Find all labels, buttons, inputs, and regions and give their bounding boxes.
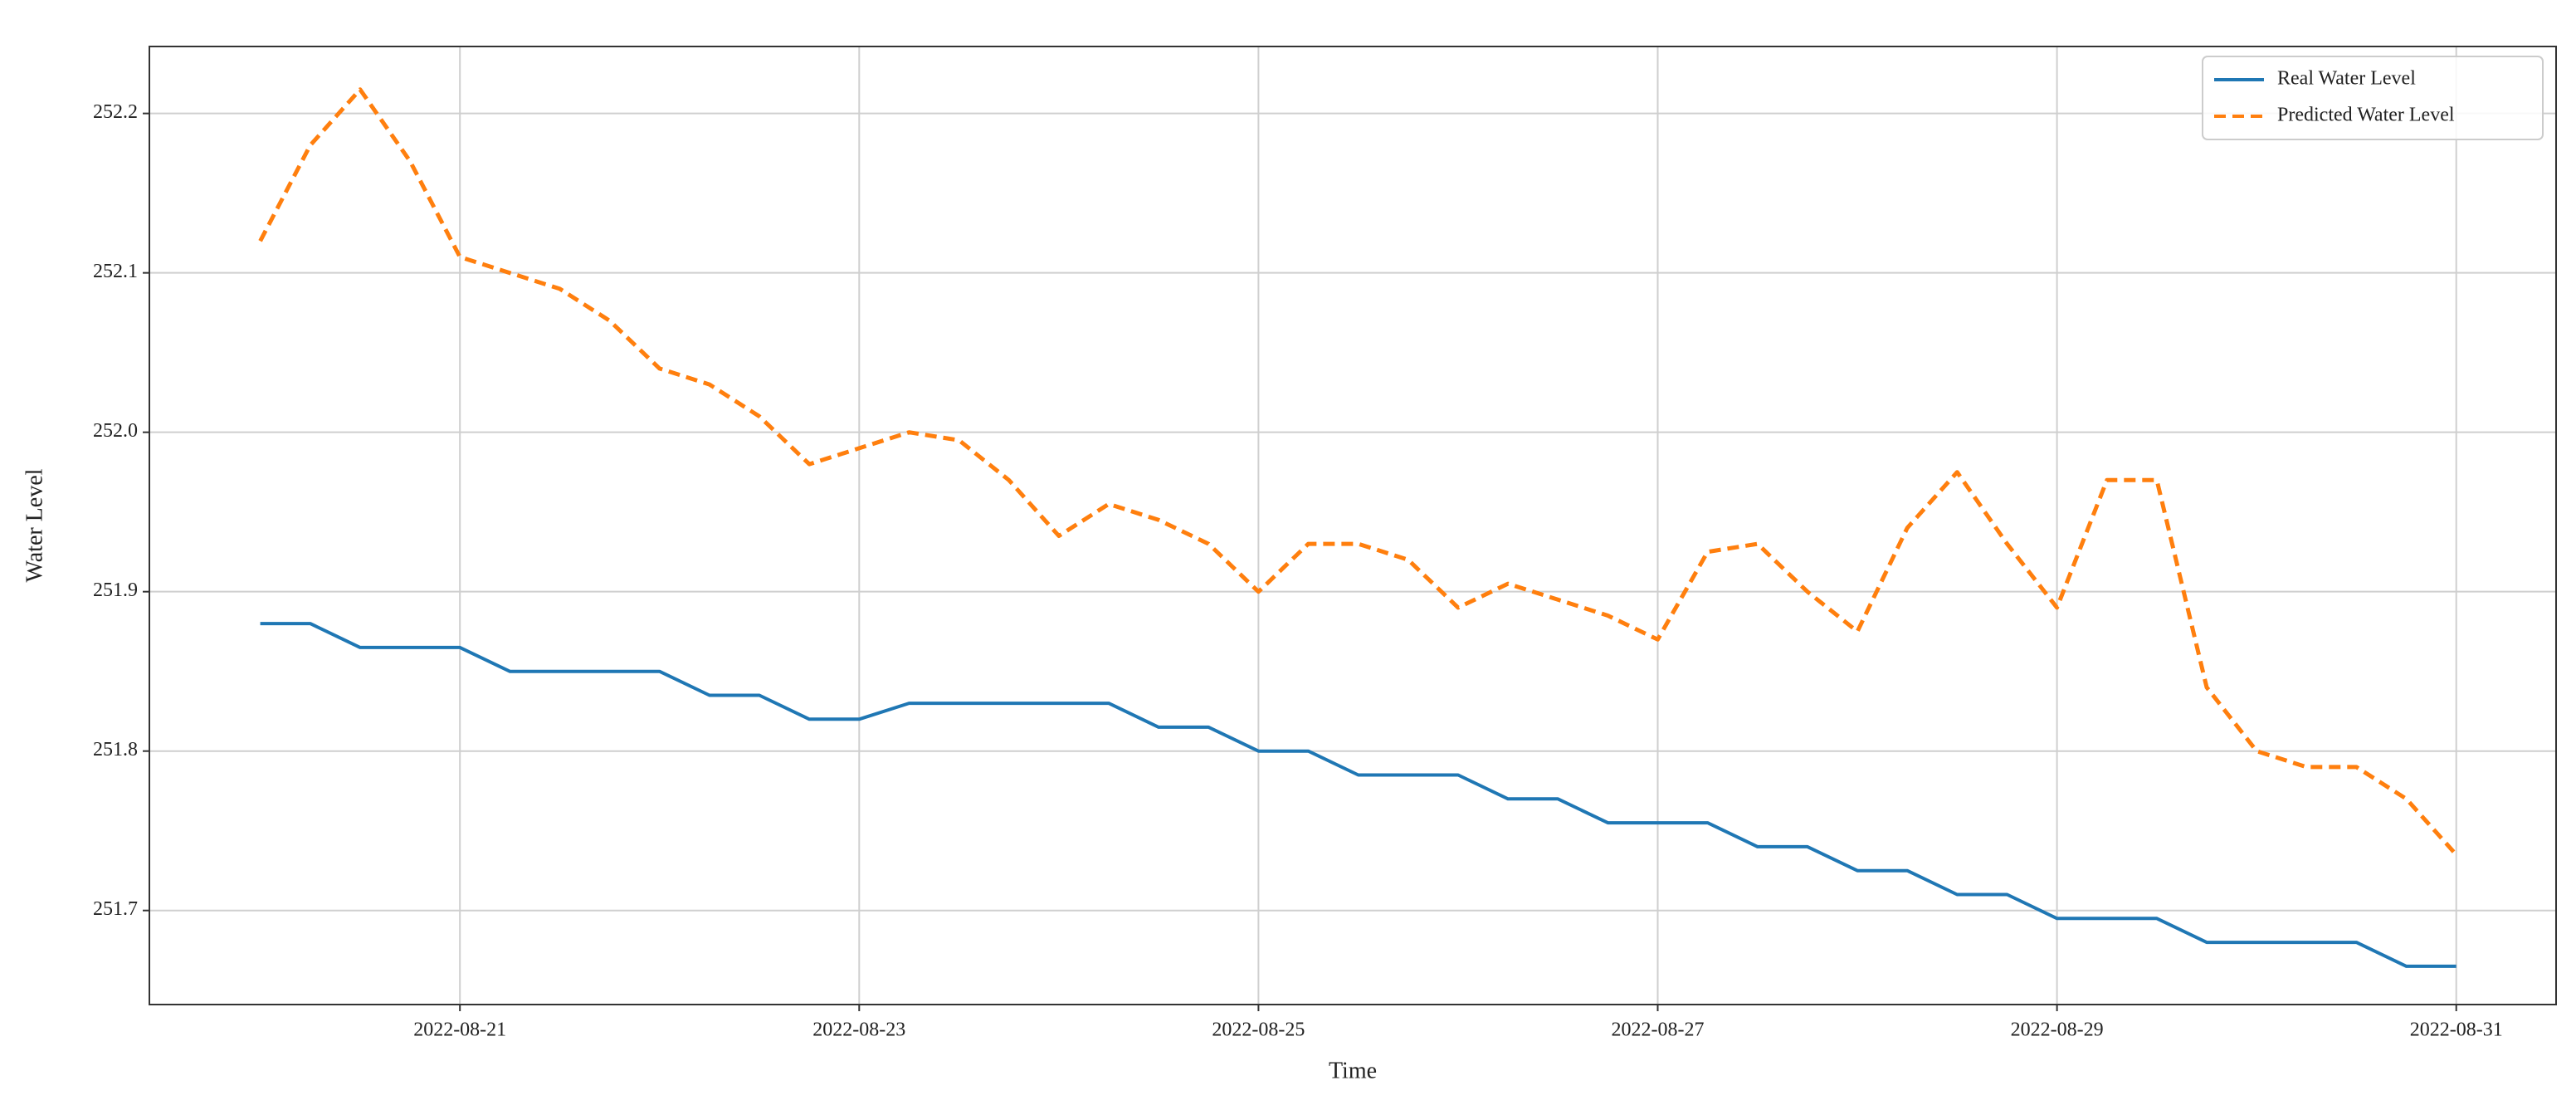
x-tick-label: 2022-08-31	[2410, 1019, 2503, 1041]
legend-box	[2202, 56, 2544, 140]
legend: Real Water Level Predicted Water Level	[2202, 56, 2544, 140]
x-axis-label: Time	[1329, 1058, 1377, 1083]
y-tick-label: 252.1	[93, 261, 138, 282]
y-tick-label: 251.8	[93, 739, 138, 760]
x-tick-label: 2022-08-23	[812, 1019, 905, 1041]
x-tick-label: 2022-08-25	[1212, 1019, 1305, 1041]
y-tick-label: 251.7	[93, 898, 138, 920]
plot-frame	[149, 46, 2557, 1005]
x-tick-label: 2022-08-21	[413, 1019, 506, 1041]
legend-label: Real Water Level	[2277, 68, 2416, 90]
legend-label: Predicted Water Level	[2277, 105, 2455, 126]
y-axis-label: Water Level	[22, 468, 47, 582]
x-tick-label: 2022-08-29	[2011, 1019, 2104, 1041]
data-line	[260, 622, 2456, 968]
y-tick-label: 252.0	[93, 420, 138, 442]
y-tick-label: 251.9	[93, 579, 138, 601]
x-tick-label: 2022-08-27	[1612, 1019, 1705, 1041]
y-tick-label: 252.2	[93, 101, 138, 123]
data-line	[258, 87, 2458, 857]
